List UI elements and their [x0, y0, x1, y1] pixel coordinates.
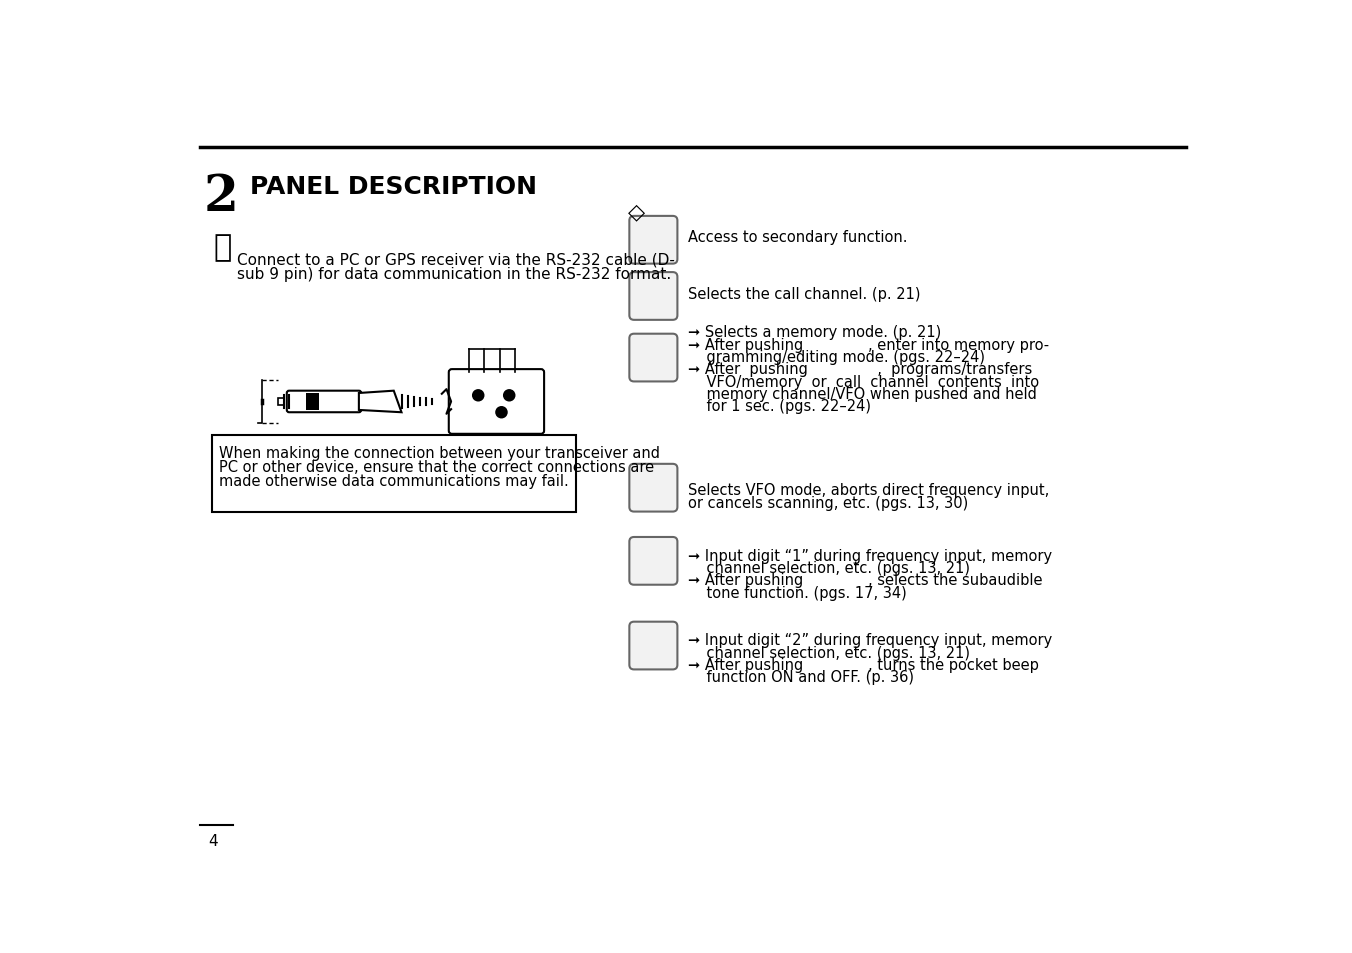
- Text: ◇: ◇: [627, 202, 645, 222]
- Text: ➞ Selects a memory mode. (p. 21): ➞ Selects a memory mode. (p. 21): [688, 325, 941, 340]
- Bar: [277, 398, 284, 406]
- Text: gramming/editing mode. (pgs. 22–24): gramming/editing mode. (pgs. 22–24): [688, 350, 986, 365]
- Text: 4: 4: [208, 833, 218, 848]
- Text: PANEL DESCRIPTION: PANEL DESCRIPTION: [250, 175, 537, 199]
- FancyBboxPatch shape: [629, 335, 677, 382]
- Text: made otherwise data communications may fail.: made otherwise data communications may f…: [219, 474, 569, 489]
- Circle shape: [496, 408, 507, 418]
- Text: Access to secondary function.: Access to secondary function.: [688, 230, 907, 245]
- Text: Selects the call channel. (p. 21): Selects the call channel. (p. 21): [688, 287, 921, 302]
- Polygon shape: [358, 392, 402, 413]
- Circle shape: [504, 391, 515, 401]
- FancyBboxPatch shape: [449, 370, 544, 435]
- Bar: [306, 394, 319, 411]
- Text: function ON and OFF. (p. 36): function ON and OFF. (p. 36): [688, 670, 914, 684]
- FancyBboxPatch shape: [629, 216, 677, 264]
- Text: ➞ After pushing              , enter into memory pro-: ➞ After pushing , enter into memory pro-: [688, 337, 1049, 353]
- Text: channel selection, etc. (pgs. 13, 21): channel selection, etc. (pgs. 13, 21): [688, 645, 971, 660]
- Circle shape: [511, 408, 522, 418]
- Text: ➞ Input digit “1” during frequency input, memory: ➞ Input digit “1” during frequency input…: [688, 548, 1052, 563]
- Text: VFO/memory  or  call  channel  contents  into: VFO/memory or call channel contents into: [688, 375, 1040, 390]
- Text: ⓙ: ⓙ: [214, 233, 233, 262]
- Text: ➞ Input digit “2” during frequency input, memory: ➞ Input digit “2” during frequency input…: [688, 633, 1052, 648]
- Circle shape: [519, 391, 530, 401]
- Circle shape: [480, 408, 491, 418]
- Text: ➞ After pushing              , selects the subaudible: ➞ After pushing , selects the subaudible: [688, 573, 1042, 588]
- Text: channel selection, etc. (pgs. 13, 21): channel selection, etc. (pgs. 13, 21): [688, 560, 971, 576]
- Text: ➞ After pushing              , turns the pocket beep: ➞ After pushing , turns the pocket beep: [688, 658, 1040, 673]
- Text: tone function. (pgs. 17, 34): tone function. (pgs. 17, 34): [688, 585, 907, 600]
- Text: Selects VFO mode, aborts direct frequency input,: Selects VFO mode, aborts direct frequenc…: [688, 483, 1049, 497]
- Circle shape: [465, 408, 476, 418]
- Text: When making the connection between your transceiver and: When making the connection between your …: [219, 446, 660, 461]
- Text: memory channel/VFO when pushed and held: memory channel/VFO when pushed and held: [688, 387, 1037, 401]
- Circle shape: [457, 391, 468, 401]
- FancyBboxPatch shape: [629, 273, 677, 320]
- Circle shape: [488, 391, 499, 401]
- FancyBboxPatch shape: [287, 392, 361, 413]
- Bar: [212, 436, 576, 512]
- Circle shape: [473, 391, 484, 401]
- Text: 2: 2: [204, 172, 239, 222]
- FancyBboxPatch shape: [629, 622, 677, 670]
- Text: or cancels scanning, etc. (pgs. 13, 30): or cancels scanning, etc. (pgs. 13, 30): [688, 496, 968, 510]
- Text: Connect to a PC or GPS receiver via the RS-232 cable (D-: Connect to a PC or GPS receiver via the …: [237, 252, 675, 267]
- FancyBboxPatch shape: [629, 537, 677, 585]
- Text: for 1 sec. (pgs. 22–24): for 1 sec. (pgs. 22–24): [688, 399, 871, 414]
- Text: sub 9 pin) for data communication in the RS-232 format.: sub 9 pin) for data communication in the…: [237, 267, 672, 282]
- Text: PC or other device, ensure that the correct connections are: PC or other device, ensure that the corr…: [219, 459, 654, 475]
- Text: ➞ After  pushing               ,  programs/transfers: ➞ After pushing , programs/transfers: [688, 362, 1033, 377]
- FancyBboxPatch shape: [629, 464, 677, 512]
